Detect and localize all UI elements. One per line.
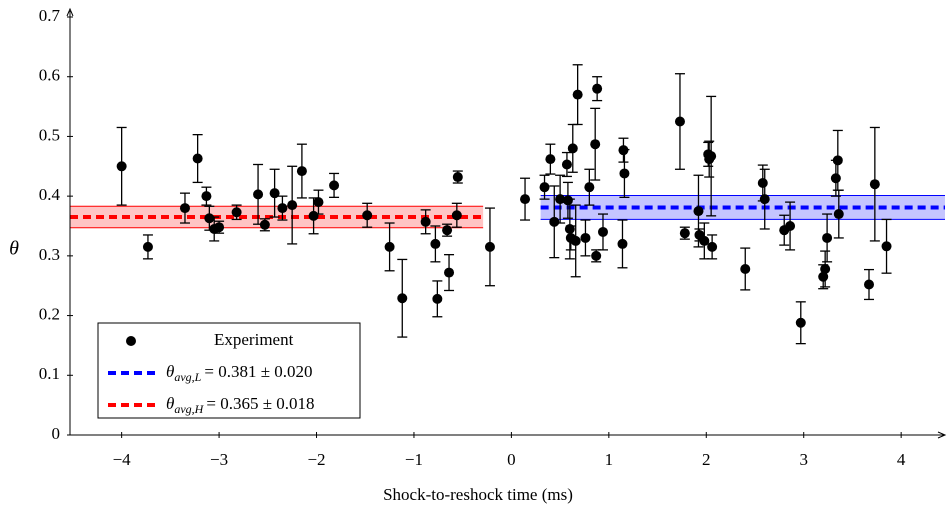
y-axis-label: θ bbox=[9, 238, 19, 260]
data-point bbox=[192, 153, 203, 164]
data-point bbox=[555, 194, 566, 205]
data-point bbox=[562, 195, 573, 206]
data-point bbox=[584, 182, 595, 193]
x-tick-label: −1 bbox=[405, 450, 423, 469]
x-tick-label: −4 bbox=[113, 450, 132, 469]
legend-value: = 0.365 ± 0.018 bbox=[206, 394, 314, 413]
data-point bbox=[706, 151, 717, 162]
y-tick-label: 0.7 bbox=[39, 6, 61, 25]
data-point bbox=[580, 232, 591, 243]
y-tick-label: 0.3 bbox=[39, 245, 60, 264]
x-tick-label: 1 bbox=[605, 450, 614, 469]
data-point bbox=[707, 241, 718, 252]
data-point bbox=[881, 241, 892, 252]
data-point bbox=[432, 293, 443, 304]
data-point bbox=[204, 213, 215, 224]
data-point bbox=[822, 232, 833, 243]
data-point bbox=[590, 139, 601, 150]
data-point bbox=[179, 203, 190, 214]
data-point bbox=[201, 191, 212, 202]
legend-subscript: avg,L bbox=[174, 370, 201, 384]
data-point bbox=[693, 206, 704, 217]
legend-value: = 0.381 ± 0.020 bbox=[204, 362, 312, 381]
data-point bbox=[619, 168, 630, 179]
data-point bbox=[759, 194, 770, 205]
x-tick-label: 3 bbox=[799, 450, 808, 469]
data-point bbox=[869, 179, 880, 190]
data-point bbox=[757, 178, 768, 189]
legend-box bbox=[97, 322, 361, 419]
data-point bbox=[863, 279, 874, 290]
data-point bbox=[545, 154, 556, 165]
data-point bbox=[214, 222, 225, 233]
data-point bbox=[592, 83, 603, 94]
data-point bbox=[444, 267, 455, 278]
y-tick-label: 0 bbox=[52, 424, 61, 443]
data-point bbox=[740, 263, 751, 274]
data-point bbox=[397, 293, 408, 304]
data-point bbox=[561, 159, 572, 170]
data-point bbox=[420, 216, 431, 227]
x-tick-label: 0 bbox=[507, 450, 516, 469]
x-tick-label: −3 bbox=[210, 450, 228, 469]
x-tick-label: 2 bbox=[702, 450, 711, 469]
legend-label: θavg,L = 0.381 ± 0.020 bbox=[166, 362, 313, 384]
data-point bbox=[520, 194, 531, 205]
data-point bbox=[820, 263, 831, 274]
data-point bbox=[679, 228, 690, 239]
data-point bbox=[142, 241, 153, 252]
data-point bbox=[277, 203, 288, 214]
y-axis-arrow bbox=[66, 7, 74, 17]
data-point bbox=[451, 210, 462, 221]
data-point bbox=[296, 166, 307, 177]
x-axis-label: Shock-to-reshock time (ms) bbox=[383, 485, 573, 504]
data-point bbox=[116, 161, 127, 172]
data-point bbox=[442, 225, 453, 236]
data-point bbox=[362, 210, 373, 221]
y-tick-label: 0.2 bbox=[39, 304, 60, 323]
data-point bbox=[785, 221, 796, 231]
data-point bbox=[384, 241, 395, 252]
data-point bbox=[452, 172, 463, 183]
y-tick-label: 0.1 bbox=[39, 364, 60, 383]
data-point bbox=[833, 209, 844, 220]
data-point bbox=[674, 116, 685, 127]
data-point bbox=[832, 155, 843, 166]
data-point bbox=[567, 143, 578, 154]
legend-label: θavg,H = 0.365 ± 0.018 bbox=[166, 394, 315, 416]
data-point bbox=[617, 238, 628, 249]
legend-symbol: θ bbox=[166, 394, 174, 413]
legend-label: Experiment bbox=[214, 330, 294, 349]
data-point bbox=[549, 216, 560, 227]
data-point bbox=[570, 235, 581, 246]
legend-marker bbox=[126, 336, 136, 346]
data-point bbox=[231, 207, 242, 218]
x-axis-arrow bbox=[937, 431, 947, 439]
data-point bbox=[430, 238, 441, 249]
x-tick-label: 4 bbox=[897, 450, 906, 469]
data-point bbox=[572, 89, 583, 100]
data-point bbox=[308, 210, 319, 221]
y-tick-label: 0.6 bbox=[39, 66, 60, 85]
data-point bbox=[313, 197, 324, 208]
data-point bbox=[329, 180, 340, 191]
data-point bbox=[287, 200, 298, 211]
legend-subscript: avg,H bbox=[174, 402, 204, 416]
legend-symbol: θ bbox=[166, 362, 174, 381]
data-point bbox=[795, 317, 806, 328]
data-point bbox=[539, 182, 550, 193]
y-tick-label: 0.4 bbox=[39, 185, 61, 204]
x-tick-label: −2 bbox=[307, 450, 325, 469]
y-tick-label: 0.5 bbox=[39, 125, 60, 144]
data-point bbox=[259, 219, 270, 230]
data-point bbox=[597, 226, 608, 237]
data-point bbox=[269, 188, 280, 199]
data-point bbox=[591, 250, 602, 261]
data-point bbox=[830, 173, 841, 184]
data-point bbox=[699, 235, 710, 246]
data-point bbox=[484, 241, 495, 252]
data-point bbox=[253, 189, 264, 200]
